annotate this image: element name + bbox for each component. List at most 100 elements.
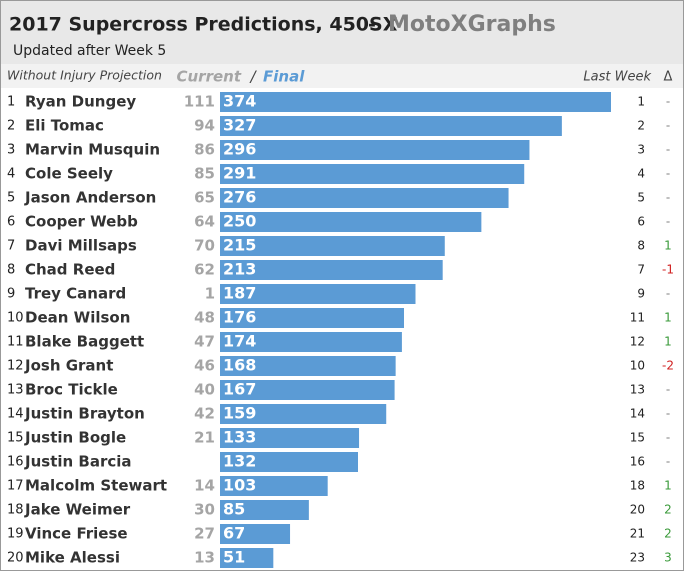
- rider-name: Justin Barcia: [24, 453, 132, 471]
- change: -1: [662, 263, 674, 277]
- bar: [220, 548, 274, 568]
- current-points: 47: [194, 333, 215, 351]
- last-week: 16: [630, 455, 645, 469]
- last-week: 18: [630, 479, 645, 493]
- final-points: 213: [223, 260, 256, 279]
- last-week: 5: [637, 191, 645, 205]
- rider-name: Josh Grant: [24, 357, 113, 375]
- last-week: 9: [637, 287, 645, 301]
- last-week: 1: [637, 95, 645, 109]
- current-points: 21: [194, 429, 215, 447]
- final-points: 168: [223, 356, 256, 375]
- final-points: 327: [223, 116, 256, 135]
- projection-header: Without Injury Projection: [7, 68, 162, 83]
- change: -: [666, 383, 670, 397]
- last-week: 2: [637, 119, 645, 133]
- bar: [220, 116, 562, 136]
- current-points: 70: [194, 237, 215, 255]
- last-week: 8: [637, 239, 645, 253]
- change: -: [666, 287, 670, 301]
- rank: 10: [7, 311, 24, 326]
- final-points: 67: [223, 524, 245, 543]
- bar: [220, 164, 525, 184]
- last-week: 23: [630, 551, 645, 565]
- bar: [220, 452, 358, 472]
- final-points: 176: [223, 308, 256, 327]
- final-points: 250: [223, 212, 256, 231]
- final-points: 296: [223, 140, 256, 159]
- current-points: 62: [194, 261, 215, 279]
- bar: [220, 332, 402, 352]
- rank: 13: [7, 383, 24, 398]
- rank: 19: [7, 527, 24, 542]
- change: -: [666, 215, 670, 229]
- rider-name: Jason Anderson: [24, 189, 156, 207]
- rider-name: Chad Reed: [25, 261, 115, 279]
- last-week: 10: [630, 359, 645, 373]
- current-points: 1: [205, 285, 215, 303]
- final-points: 374: [223, 92, 256, 111]
- rider-name: Eli Tomac: [25, 117, 104, 135]
- bar: [220, 284, 416, 304]
- rank: 20: [7, 551, 24, 566]
- final-points: 51: [223, 548, 245, 567]
- change: -: [666, 119, 670, 133]
- header-band: [1, 1, 683, 64]
- change: -: [666, 95, 670, 109]
- last-week: 13: [630, 383, 645, 397]
- final-points: 159: [223, 404, 256, 423]
- rank: 15: [7, 431, 24, 446]
- final-points: 103: [223, 476, 256, 495]
- bar: [220, 404, 387, 424]
- bar: [220, 428, 360, 448]
- current-points: 27: [194, 525, 215, 543]
- change: 2: [664, 503, 672, 517]
- subtitle: Updated after Week 5: [13, 43, 166, 59]
- final-points: 174: [223, 332, 256, 351]
- current-points: 94: [194, 117, 215, 135]
- brand: MotoXGraphs: [388, 12, 556, 37]
- rider-name: Jake Weimer: [24, 501, 131, 519]
- bar: [220, 236, 445, 256]
- final-points: 291: [223, 164, 256, 183]
- final-points: 133: [223, 428, 256, 447]
- final-header: Final: [263, 68, 305, 86]
- bar: [220, 92, 611, 112]
- last-week: 21: [630, 527, 645, 541]
- final-points: 215: [223, 236, 256, 255]
- bar: [220, 524, 291, 544]
- change-header: Δ: [664, 70, 673, 85]
- current-points: 85: [194, 165, 215, 183]
- final-points: 167: [223, 380, 256, 399]
- bar: [220, 308, 404, 328]
- bar: [220, 212, 482, 232]
- rider-name: Cole Seely: [25, 165, 113, 183]
- change: 3: [664, 551, 672, 565]
- current-points: 14: [194, 477, 215, 495]
- rider-name: Blake Baggett: [25, 333, 144, 351]
- last-week: 20: [630, 503, 645, 517]
- last-week: 6: [637, 215, 645, 229]
- rank: 9: [7, 287, 15, 302]
- last-week: 4: [637, 167, 645, 181]
- final-points: 276: [223, 188, 256, 207]
- column-header-band: [1, 64, 683, 88]
- current-points: 13: [194, 549, 215, 567]
- rider-name: Vince Friese: [25, 525, 128, 543]
- current-points: 48: [194, 309, 215, 327]
- change: 1: [664, 311, 672, 325]
- rank: 17: [7, 479, 24, 494]
- rider-name: Broc Tickle: [25, 381, 118, 399]
- rank: 12: [7, 359, 24, 374]
- change: 1: [664, 335, 672, 349]
- current-points: 42: [194, 405, 215, 423]
- bar: [220, 476, 328, 496]
- current-points: 46: [194, 357, 215, 375]
- title-separator: -: [368, 14, 376, 36]
- bar: [220, 380, 395, 400]
- current-points: 40: [194, 381, 215, 399]
- last-week: 12: [630, 335, 645, 349]
- current-header: Current: [176, 68, 241, 86]
- final-points: 132: [223, 452, 256, 471]
- rider-name: Mike Alessi: [25, 549, 120, 567]
